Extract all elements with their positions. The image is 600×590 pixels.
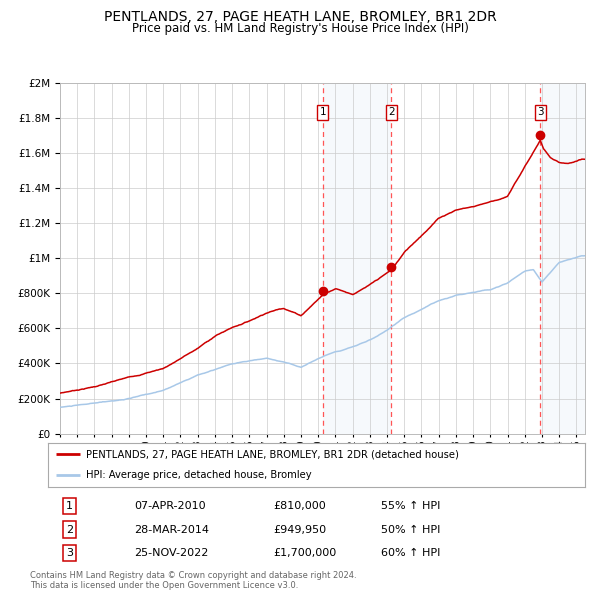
Text: 60% ↑ HPI: 60% ↑ HPI: [381, 548, 440, 558]
Text: £810,000: £810,000: [274, 501, 326, 511]
Bar: [540, 83, 585, 434]
Text: 28-MAR-2014: 28-MAR-2014: [134, 525, 209, 535]
Text: 2: 2: [388, 107, 394, 117]
Text: £949,950: £949,950: [274, 525, 326, 535]
Text: 2: 2: [66, 525, 73, 535]
Text: Contains HM Land Registry data © Crown copyright and database right 2024.
This d: Contains HM Land Registry data © Crown c…: [30, 571, 356, 590]
Text: 55% ↑ HPI: 55% ↑ HPI: [381, 501, 440, 511]
Text: 07-APR-2010: 07-APR-2010: [134, 501, 206, 511]
Text: PENTLANDS, 27, PAGE HEATH LANE, BROMLEY, BR1 2DR (detached house): PENTLANDS, 27, PAGE HEATH LANE, BROMLEY,…: [86, 450, 458, 460]
Text: 25-NOV-2022: 25-NOV-2022: [134, 548, 208, 558]
Text: Price paid vs. HM Land Registry's House Price Index (HPI): Price paid vs. HM Land Registry's House …: [131, 22, 469, 35]
Text: HPI: Average price, detached house, Bromley: HPI: Average price, detached house, Brom…: [86, 470, 311, 480]
Text: £1,700,000: £1,700,000: [274, 548, 337, 558]
Bar: [323, 83, 391, 434]
Text: 3: 3: [537, 107, 544, 117]
Text: 50% ↑ HPI: 50% ↑ HPI: [381, 525, 440, 535]
Text: 1: 1: [320, 107, 326, 117]
Text: 3: 3: [66, 548, 73, 558]
Text: 1: 1: [66, 501, 73, 511]
Text: PENTLANDS, 27, PAGE HEATH LANE, BROMLEY, BR1 2DR: PENTLANDS, 27, PAGE HEATH LANE, BROMLEY,…: [104, 10, 496, 24]
